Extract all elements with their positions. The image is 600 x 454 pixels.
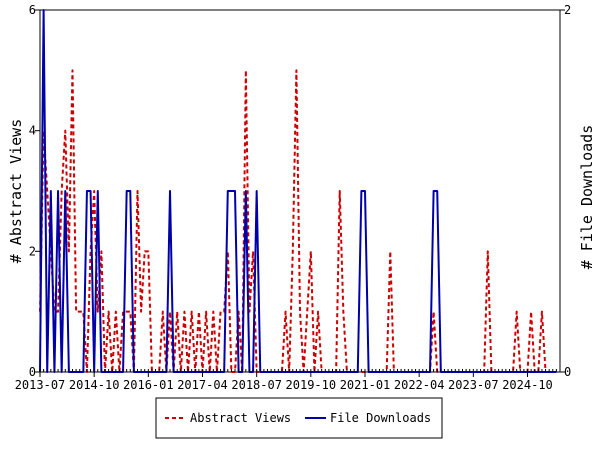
- y-right-tick-label: 0: [564, 365, 571, 379]
- y-axis-right-label: # File Downloads: [578, 125, 596, 270]
- y-left-tick-label: 4: [29, 124, 36, 138]
- x-tick-label: 2018-07: [231, 378, 282, 392]
- x-tick-label: 2013-07: [15, 378, 66, 392]
- x-tick-label: 2023-07: [448, 378, 499, 392]
- y-axis-left-label: # Abstract Views: [7, 119, 25, 264]
- legend-label-file-downloads: File Downloads: [330, 411, 431, 425]
- x-tick-label: 2016-01: [123, 378, 174, 392]
- x-tick-label: 2021-01: [340, 378, 391, 392]
- legend: Abstract Views File Downloads: [156, 398, 442, 438]
- y-axis-right: 02: [560, 3, 571, 379]
- x-tick-label: 2022-04: [394, 378, 445, 392]
- x-tick-label: 2019-10: [286, 378, 337, 392]
- y-axis-left: 0 2 4 6: [29, 3, 40, 379]
- x-tick-label: 2017-04: [177, 378, 228, 392]
- y-left-tick-label: 0: [29, 365, 36, 379]
- y-left-tick-label: 6: [29, 3, 36, 17]
- y-right-tick-label: 2: [564, 3, 571, 17]
- legend-label-abstract-views: Abstract Views: [190, 411, 291, 425]
- y-left-tick-label: 2: [29, 244, 36, 258]
- x-tick-label: 2014-10: [69, 378, 120, 392]
- x-tick-label: 2024-10: [502, 378, 553, 392]
